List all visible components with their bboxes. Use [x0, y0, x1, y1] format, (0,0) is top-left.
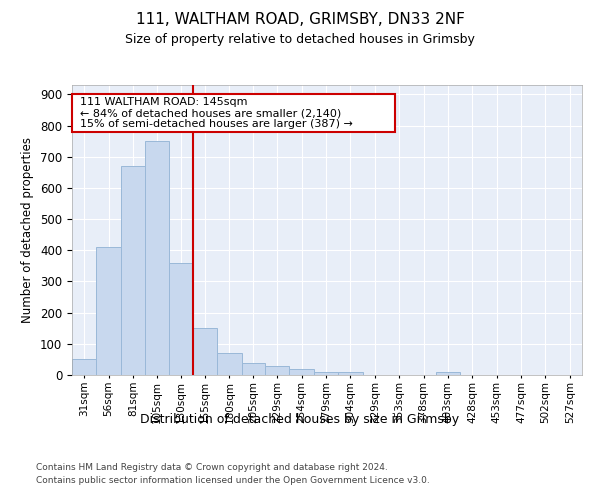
Bar — [121, 166, 145, 375]
Text: 111, WALTHAM ROAD, GRIMSBY, DN33 2NF: 111, WALTHAM ROAD, GRIMSBY, DN33 2NF — [136, 12, 464, 28]
Text: Contains HM Land Registry data © Crown copyright and database right 2024.: Contains HM Land Registry data © Crown c… — [36, 462, 388, 471]
Text: Size of property relative to detached houses in Grimsby: Size of property relative to detached ho… — [125, 32, 475, 46]
Bar — [242, 364, 265, 375]
Bar — [314, 372, 338, 375]
Text: 15% of semi-detached houses are larger (387) →: 15% of semi-detached houses are larger (… — [80, 119, 353, 129]
Text: Distribution of detached houses by size in Grimsby: Distribution of detached houses by size … — [140, 412, 460, 426]
Text: Contains public sector information licensed under the Open Government Licence v3: Contains public sector information licen… — [36, 476, 430, 485]
Bar — [265, 366, 289, 375]
Text: ← 84% of detached houses are smaller (2,140): ← 84% of detached houses are smaller (2,… — [80, 108, 341, 118]
Bar — [145, 141, 169, 375]
Bar — [97, 247, 121, 375]
Bar — [72, 94, 395, 132]
Bar — [436, 372, 460, 375]
Bar — [217, 353, 242, 375]
Bar — [72, 360, 97, 375]
Bar — [193, 328, 217, 375]
Bar — [289, 370, 314, 375]
Y-axis label: Number of detached properties: Number of detached properties — [22, 137, 34, 323]
Bar — [338, 372, 362, 375]
Bar — [169, 262, 193, 375]
Text: 111 WALTHAM ROAD: 145sqm: 111 WALTHAM ROAD: 145sqm — [80, 98, 247, 108]
